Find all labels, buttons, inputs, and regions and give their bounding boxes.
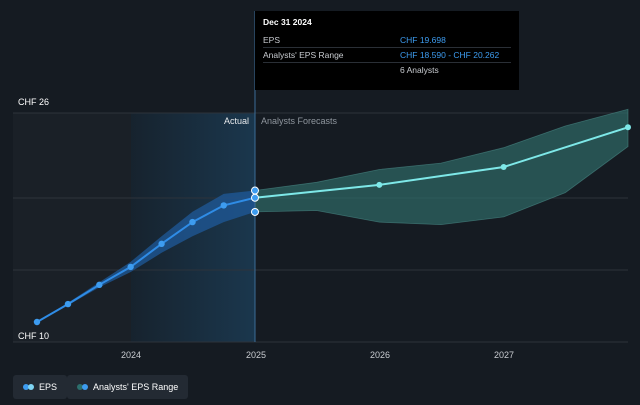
tooltip-row-range: Analysts' EPS Range CHF 18.590 - CHF 20.… [263, 48, 511, 63]
tooltip-label: Analysts' EPS Range [263, 50, 344, 60]
eps-legend-icon [23, 384, 35, 390]
eps-point [158, 240, 165, 248]
range-legend-icon [77, 384, 89, 390]
eps-point [127, 263, 134, 271]
forecast-point [624, 124, 631, 131]
range-low-point [250, 207, 259, 216]
pre-period-shade [13, 113, 131, 342]
legend-item-range[interactable]: Analysts' EPS Range [67, 375, 189, 399]
eps-point [64, 300, 72, 308]
tooltip-value: CHF 18.590 - CHF 20.262 [400, 50, 500, 60]
tooltip-row-analysts: 6 Analysts [263, 63, 511, 77]
forecast-point [376, 181, 383, 188]
legend-label: EPS [39, 382, 58, 392]
x-tick-label: 2024 [121, 350, 141, 360]
eps-point [189, 218, 196, 226]
x-tick-label: 2027 [494, 350, 514, 360]
legend-item-eps[interactable]: EPS [13, 375, 68, 399]
tooltip-row-eps: EPS CHF 19.698 [263, 33, 511, 48]
eps-point [220, 202, 227, 209]
forecast-line [254, 126, 629, 199]
range-high-point [250, 186, 259, 195]
eps-point [33, 318, 41, 326]
actual-label: Actual [224, 116, 249, 126]
forecast-label: Analysts Forecasts [261, 116, 338, 126]
tooltip-value: CHF 19.698 [400, 35, 446, 45]
eps-point [250, 193, 259, 202]
y-tick-label: CHF 10 [18, 331, 49, 341]
eps-point [96, 281, 103, 289]
legend-label: Analysts' EPS Range [93, 382, 179, 392]
tooltip-label: EPS [263, 35, 281, 45]
range-band-forecast [254, 108, 629, 226]
tooltip-title: Dec 31 2024 [263, 17, 312, 27]
x-tick-label: 2025 [246, 350, 266, 360]
y-tick-label: CHF 26 [18, 97, 49, 107]
x-tick-label: 2026 [370, 350, 390, 360]
tooltip-value: 6 Analysts [400, 65, 439, 75]
tooltip: Dec 31 2024 EPS CHF 19.698 Analysts' EPS… [255, 11, 519, 90]
forecast-point [500, 163, 507, 170]
eps-line [36, 196, 256, 323]
